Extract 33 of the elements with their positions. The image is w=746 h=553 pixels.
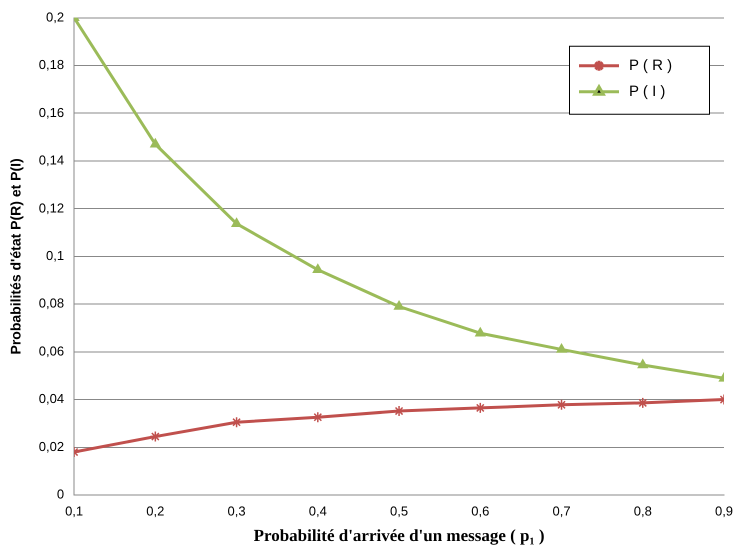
point [230,416,242,428]
y-tick-label: 0,2 [46,9,64,24]
y-tick-label: 0,08 [38,296,64,311]
x-tick-label: 0,7 [552,503,571,518]
x-tick-label: 0,3 [228,503,246,518]
y-tick-label: 0,04 [38,391,64,406]
legend-label: P ( I ) [629,82,666,100]
point [638,359,648,368]
point [475,327,486,336]
x-tick-label: 0,8 [634,503,652,518]
point [394,300,404,310]
y-tick-label: 0,1 [46,248,64,263]
x-tick-label: 0,1 [65,503,84,518]
point [556,344,567,353]
y-axis-title: Probabilités d'état P(R) et P(I) [7,158,24,355]
y-tick-label: 0,16 [38,104,64,120]
x-axis-title: Probabilité d'arrivée d'un message ( p₁ ) [254,526,545,546]
y-tick-label: 0,18 [38,57,64,72]
point [231,218,242,227]
y-tick-label: 0 [56,486,64,502]
x-tick-label: 0,9 [714,503,734,518]
x-tick-label: 0,6 [471,503,490,518]
y-tick-label: 0,12 [38,200,64,216]
y-tick-label: 0,14 [38,152,64,168]
x-tick-label: 0,4 [308,503,327,518]
point [150,430,162,442]
x-tick-label: 0,2 [146,503,164,518]
x-tick-label: 0,5 [390,503,408,518]
legend-label: P ( R ) [629,56,672,74]
y-tick-label: 0,02 [38,438,64,454]
point [150,138,160,148]
point [312,264,323,274]
y-tick-label: 0,06 [38,343,64,358]
